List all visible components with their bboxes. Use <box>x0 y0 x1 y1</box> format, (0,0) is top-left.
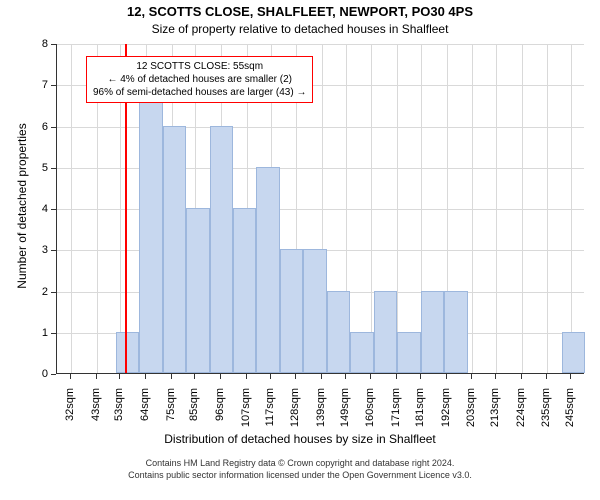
ytick-label: 8 <box>28 38 48 50</box>
xtick-label: 85sqm <box>188 388 200 438</box>
histogram-bar <box>421 291 444 374</box>
grid-line-v <box>371 44 372 373</box>
ytick-mark <box>51 374 56 375</box>
grid-line-h <box>57 168 584 169</box>
grid-line-v <box>522 44 523 373</box>
ytick-label: 5 <box>28 162 48 174</box>
ytick-label: 7 <box>28 79 48 91</box>
histogram-bar <box>233 208 256 373</box>
xtick-label: 64sqm <box>139 388 151 438</box>
ytick-mark <box>51 250 56 251</box>
xtick-mark <box>521 374 522 379</box>
grid-line-v <box>571 44 572 373</box>
grid-line-v <box>71 44 72 373</box>
xtick-mark <box>370 374 371 379</box>
ytick-label: 0 <box>28 368 48 380</box>
xtick-mark <box>194 374 195 379</box>
chart-title-sub: Size of property relative to detached ho… <box>0 22 600 36</box>
xtick-mark <box>145 374 146 379</box>
histogram-bar <box>256 167 279 373</box>
xtick-mark <box>420 374 421 379</box>
xtick-label: 43sqm <box>90 388 102 438</box>
annotation-line3: 96% of semi-detached houses are larger (… <box>93 86 306 99</box>
histogram-bar <box>210 126 233 374</box>
ytick-mark <box>51 44 56 45</box>
xtick-mark <box>70 374 71 379</box>
histogram-bar <box>562 332 585 373</box>
histogram-bar <box>374 291 397 374</box>
xtick-mark <box>471 374 472 379</box>
histogram-bar <box>186 208 209 373</box>
xtick-label: 245sqm <box>564 388 576 438</box>
ytick-label: 1 <box>28 327 48 339</box>
xtick-mark <box>396 374 397 379</box>
grid-line-v <box>397 44 398 373</box>
xtick-mark <box>570 374 571 379</box>
y-axis-label: Number of detached properties <box>15 106 29 306</box>
xtick-label: 139sqm <box>315 388 327 438</box>
xtick-label: 107sqm <box>240 388 252 438</box>
xtick-mark <box>220 374 221 379</box>
histogram-bar <box>327 291 350 374</box>
ytick-label: 2 <box>28 286 48 298</box>
xtick-label: 53sqm <box>113 388 125 438</box>
grid-line-h <box>57 44 584 45</box>
xtick-mark <box>246 374 247 379</box>
xtick-mark <box>119 374 120 379</box>
ytick-mark <box>51 292 56 293</box>
grid-line-v <box>496 44 497 373</box>
histogram-bar <box>139 84 162 373</box>
grid-line-h <box>57 209 584 210</box>
xtick-label: 171sqm <box>390 388 402 438</box>
grid-line-v <box>472 44 473 373</box>
xtick-mark <box>546 374 547 379</box>
xtick-label: 203sqm <box>465 388 477 438</box>
xtick-mark <box>345 374 346 379</box>
attribution-text: Contains HM Land Registry data © Crown c… <box>0 458 600 481</box>
histogram-bar <box>444 291 467 374</box>
xtick-label: 128sqm <box>289 388 301 438</box>
ytick-mark <box>51 209 56 210</box>
histogram-bar <box>116 332 139 373</box>
histogram-bar <box>303 249 326 373</box>
xtick-mark <box>446 374 447 379</box>
xtick-mark <box>495 374 496 379</box>
xtick-mark <box>96 374 97 379</box>
histogram-bar <box>280 249 303 373</box>
histogram-bar <box>350 332 373 373</box>
histogram-bar <box>397 332 420 373</box>
ytick-mark <box>51 127 56 128</box>
xtick-label: 192sqm <box>440 388 452 438</box>
grid-line-v <box>547 44 548 373</box>
xtick-mark <box>270 374 271 379</box>
xtick-mark <box>321 374 322 379</box>
ytick-label: 3 <box>28 244 48 256</box>
chart-title-main: 12, SCOTTS CLOSE, SHALFLEET, NEWPORT, PO… <box>0 4 600 19</box>
xtick-label: 117sqm <box>264 388 276 438</box>
ytick-mark <box>51 85 56 86</box>
xtick-label: 213sqm <box>489 388 501 438</box>
annotation-box: 12 SCOTTS CLOSE: 55sqm← 4% of detached h… <box>86 56 313 103</box>
annotation-line1: 12 SCOTTS CLOSE: 55sqm <box>93 60 306 73</box>
xtick-mark <box>171 374 172 379</box>
ytick-mark <box>51 168 56 169</box>
xtick-label: 160sqm <box>364 388 376 438</box>
property-size-histogram: 12, SCOTTS CLOSE, SHALFLEET, NEWPORT, PO… <box>0 0 600 500</box>
xtick-label: 181sqm <box>414 388 426 438</box>
xtick-label: 235sqm <box>540 388 552 438</box>
xtick-label: 224sqm <box>515 388 527 438</box>
xtick-label: 149sqm <box>339 388 351 438</box>
xtick-label: 32sqm <box>64 388 76 438</box>
histogram-bar <box>163 126 186 374</box>
annotation-line2: ← 4% of detached houses are smaller (2) <box>93 73 306 86</box>
xtick-label: 96sqm <box>214 388 226 438</box>
ytick-mark <box>51 333 56 334</box>
ytick-label: 6 <box>28 121 48 133</box>
grid-line-h <box>57 127 584 128</box>
xtick-mark <box>295 374 296 379</box>
xtick-label: 75sqm <box>165 388 177 438</box>
ytick-label: 4 <box>28 203 48 215</box>
